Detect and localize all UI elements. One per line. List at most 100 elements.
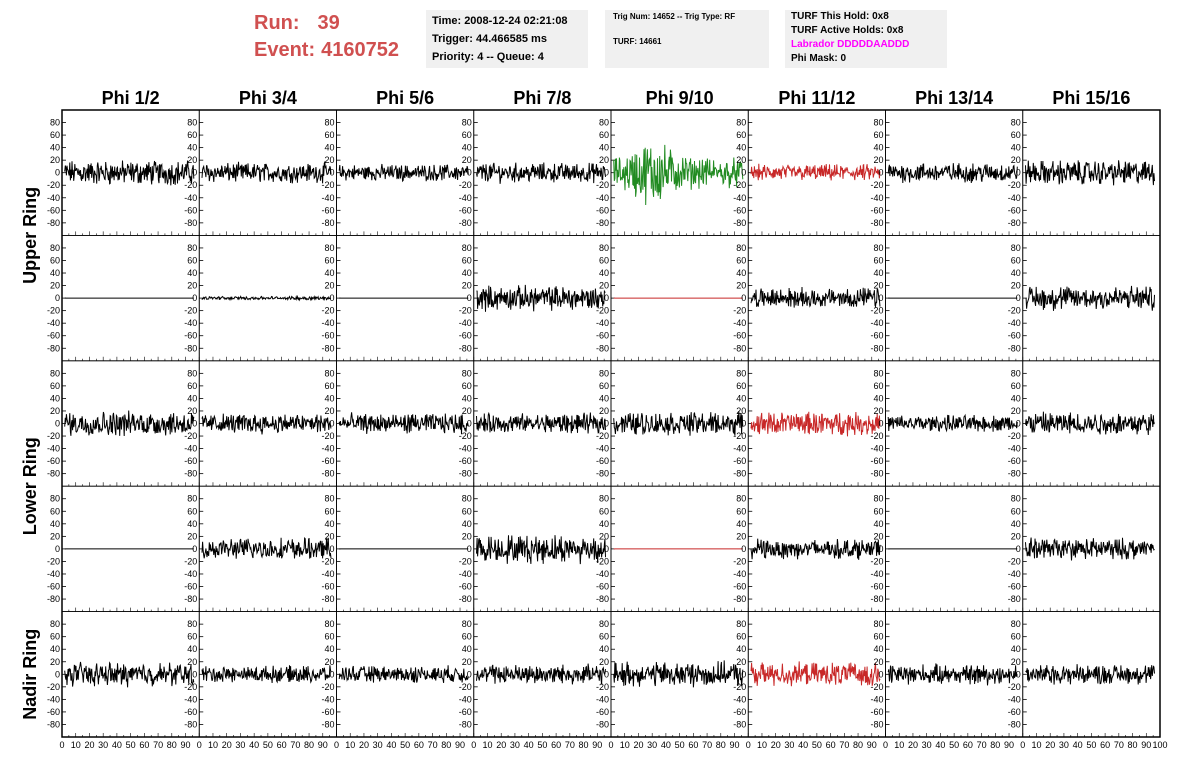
y-tick-label: -60 [47, 707, 60, 717]
x-tick-label: 0 [883, 740, 888, 750]
waveform-trace [750, 286, 881, 309]
y-tick-label: -80 [47, 719, 60, 729]
x-tick-label: 50 [1086, 740, 1096, 750]
y-tick-label: -60 [184, 456, 197, 466]
y-tick-label: -40 [47, 569, 60, 579]
y-tick-label: 0 [55, 544, 60, 554]
y-tick-label: 60 [187, 506, 197, 516]
y-tick-label: 80 [599, 368, 609, 378]
x-tick-label: 30 [98, 740, 108, 750]
y-tick-label: -40 [870, 444, 883, 454]
y-tick-label: -60 [870, 205, 883, 215]
y-tick-label: 40 [462, 519, 472, 529]
y-tick-label: 20 [1011, 531, 1021, 541]
waveform-panel: -80 -60 -40 -20 0 20 40 60 80 [47, 234, 200, 362]
x-tick-label: 50 [126, 740, 136, 750]
y-tick-label: -60 [870, 707, 883, 717]
y-tick-label: 60 [736, 381, 746, 391]
y-tick-label: -80 [596, 469, 609, 479]
waveform-panel: -80 -60 -40 -20 0 20 40 60 80 [47, 485, 200, 613]
y-tick-label: -20 [459, 556, 472, 566]
y-tick-label: -80 [733, 469, 746, 479]
column-header: Phi 1/2 [102, 88, 160, 108]
y-tick-label: -60 [47, 331, 60, 341]
x-tick-label: 10 [1031, 740, 1041, 750]
y-tick-label: 20 [599, 531, 609, 541]
y-tick-label: 20 [187, 406, 197, 416]
y-tick-label: 80 [462, 118, 472, 128]
y-tick-label: -20 [596, 431, 609, 441]
y-tick-label: -60 [596, 582, 609, 592]
y-tick-label: 80 [187, 368, 197, 378]
x-tick-label: 10 [71, 740, 81, 750]
waveform-trace [476, 663, 606, 685]
y-tick-label: 60 [187, 632, 197, 642]
y-tick-label: -80 [184, 343, 197, 353]
waveform-panel: -80 -60 -40 -20 0 20 40 60 80 [321, 485, 475, 613]
y-tick-label: 80 [187, 243, 197, 253]
y-tick-label: -60 [733, 456, 746, 466]
event-label: Event: [254, 39, 316, 61]
y-tick-label: 80 [324, 494, 334, 504]
x-tick-label: 70 [153, 740, 163, 750]
y-tick-label: 20 [1011, 155, 1021, 165]
waveform-panel: -80 -60 -40 -20 0 20 40 60 80 [596, 485, 749, 613]
waveform-panel: -80 -60 -40 -20 0 20 40 60 80 [321, 109, 475, 236]
y-tick-label: 0 [55, 419, 60, 429]
y-tick-label: -80 [733, 719, 746, 729]
y-tick-label: 80 [873, 619, 883, 629]
y-tick-label: -40 [596, 318, 609, 328]
x-tick-label: 40 [524, 740, 534, 750]
ring-label: Upper Ring [20, 187, 40, 284]
y-tick-label: 0 [1016, 544, 1021, 554]
y-tick-label: -80 [184, 469, 197, 479]
y-tick-label: 0 [55, 669, 60, 679]
y-tick-label: 60 [873, 632, 883, 642]
y-tick-label: -80 [596, 719, 609, 729]
x-tick-label: 40 [935, 740, 945, 750]
waveform-trace [476, 411, 606, 434]
waveform-panel: -80 -60 -40 -20 0 20 40 60 80 [1008, 360, 1161, 487]
y-tick-label: 20 [599, 281, 609, 291]
x-tick-label: 10 [757, 740, 767, 750]
y-tick-label: 20 [324, 281, 334, 291]
y-tick-label: -40 [459, 193, 472, 203]
y-tick-label: -60 [459, 707, 472, 717]
event-value: 4160752 [321, 39, 399, 61]
y-tick-label: -60 [47, 456, 60, 466]
y-tick-label: 80 [873, 494, 883, 504]
y-tick-label: 40 [324, 143, 334, 153]
x-tick-label: 60 [414, 740, 424, 750]
waveform-trace [338, 665, 469, 683]
waveform-trace [750, 163, 881, 181]
y-tick-label: -20 [870, 556, 883, 566]
y-tick-label: -80 [733, 218, 746, 228]
y-tick-label: -40 [1008, 193, 1021, 203]
y-tick-label: 20 [873, 657, 883, 667]
x-tick-label: 30 [1059, 740, 1069, 750]
y-tick-label: 0 [604, 293, 609, 303]
x-tick-label: 60 [139, 740, 149, 750]
y-tick-label: 0 [1016, 669, 1021, 679]
y-tick-label: 80 [736, 494, 746, 504]
y-tick-label: -60 [870, 331, 883, 341]
y-tick-label: 0 [1016, 293, 1021, 303]
x-tick-label: 0 [1020, 740, 1025, 750]
y-tick-label: -80 [47, 343, 60, 353]
y-tick-label: 40 [324, 644, 334, 654]
y-tick-label: -80 [47, 469, 60, 479]
x-tick-label: 30 [510, 740, 520, 750]
y-tick-label: 20 [462, 281, 472, 291]
y-tick-label: -20 [459, 306, 472, 316]
x-tick-label: 80 [990, 740, 1000, 750]
waveform-panel: -80 -60 -40 -20 0 20 40 60 80 [47, 360, 200, 487]
waveform-trace [201, 536, 332, 559]
waveform-trace [476, 162, 606, 184]
y-tick-label: -60 [733, 205, 746, 215]
y-tick-label: -60 [459, 456, 472, 466]
y-tick-label: -20 [321, 556, 334, 566]
x-tick-label: 0 [746, 740, 751, 750]
turf-text: TURF: 14661 [613, 37, 662, 46]
y-tick-label: 60 [462, 506, 472, 516]
y-tick-label: -20 [47, 556, 60, 566]
